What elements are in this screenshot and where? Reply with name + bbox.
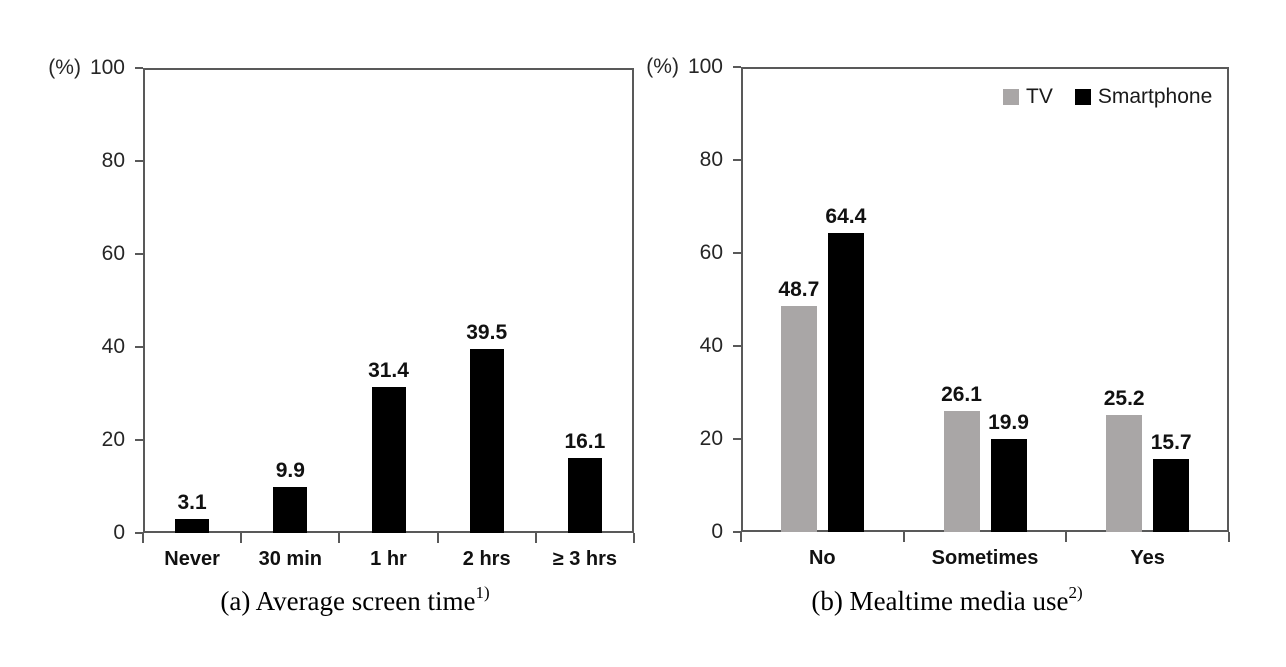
x-axis-tick [740, 532, 742, 542]
bar-value-label: 31.4 [368, 358, 409, 382]
caption-b-superscript: 2) [1068, 583, 1083, 602]
legend-item: TV [1003, 85, 1053, 108]
x-axis-tick [142, 533, 144, 543]
y-axis-tick-label-row: 80 [0, 150, 125, 172]
bar-value-label: 19.9 [988, 411, 1029, 435]
y-axis-tick-label: 0 [113, 521, 125, 544]
y-axis-tick-label-row: 40 [581, 335, 723, 357]
x-axis-tick [902, 532, 905, 542]
bar-value-label: 25.2 [1103, 386, 1145, 410]
bar [371, 386, 406, 533]
y-axis-tick [733, 345, 741, 347]
x-axis-tick [436, 533, 439, 543]
x-axis-tick [1228, 532, 1230, 542]
y-axis-tick-label-row: (%) 100 [581, 56, 723, 78]
caption-a-superscript: 1) [475, 583, 490, 602]
bar-value-label: 16.1 [564, 430, 606, 454]
x-category-label: ≥ 3 hrs [552, 548, 618, 570]
y-axis-tick [733, 531, 741, 533]
y-axis-tick [135, 253, 143, 255]
y-axis-tick-label: 80 [699, 148, 723, 171]
y-axis-tick [135, 67, 143, 69]
x-axis-tick [534, 533, 537, 543]
bar [469, 349, 504, 533]
y-axis-tick-label: 20 [101, 428, 125, 451]
y-axis-tick-label: 60 [699, 241, 723, 264]
y-axis-tick-label: 100 [89, 56, 125, 79]
y-axis-unit-label: (%) [48, 56, 81, 79]
y-axis-tick-label: 40 [699, 334, 723, 357]
y-axis-tick-label-row: 80 [581, 149, 723, 171]
y-axis-tick-label-row: 60 [581, 242, 723, 264]
y-axis-tick-label: 80 [101, 149, 125, 172]
y-axis-tick [135, 439, 143, 441]
x-category-label: Never [164, 548, 220, 570]
bar [1106, 414, 1143, 532]
y-axis-tick-label-row: 20 [581, 428, 723, 450]
x-category-label: Sometimes [931, 547, 1039, 569]
bar-value-label: 9.9 [275, 458, 305, 482]
y-axis-tick-label: 60 [101, 242, 125, 265]
legend-swatch-smartphone-icon [1074, 89, 1091, 105]
legend-swatch-tv-icon [1003, 89, 1019, 105]
y-axis-tick [733, 438, 741, 440]
caption-b-text: (b) Mealtime media use [811, 586, 1069, 616]
y-axis-tick-label-row: (%) 100 [0, 57, 125, 79]
bar-value-label: 48.7 [778, 277, 820, 301]
x-axis-tick [633, 533, 635, 543]
y-axis-tick-label-row: 20 [0, 429, 125, 451]
bar [943, 410, 980, 532]
caption-b: (b) Mealtime media use2) [811, 583, 1083, 617]
bar-value-label: 26.1 [941, 382, 982, 406]
y-axis-tick [733, 252, 741, 254]
x-category-label: 1 hr [370, 548, 407, 570]
caption-a-text: (a) Average screen time [220, 586, 476, 616]
legend-item: Smartphone [1074, 85, 1213, 108]
bar [780, 305, 817, 532]
bar [273, 486, 308, 533]
y-axis-tick [733, 159, 741, 161]
plot-frame-b [741, 67, 1229, 532]
bar-value-label: 39.5 [466, 321, 508, 345]
x-axis-tick [1065, 532, 1068, 542]
y-axis-tick [135, 160, 143, 162]
y-axis-tick-label: 20 [699, 427, 723, 450]
y-axis-tick-label: 40 [101, 335, 125, 358]
y-axis-tick [733, 66, 741, 68]
bar-value-label: 15.7 [1150, 430, 1192, 454]
bar-value-label: 3.1 [177, 490, 207, 514]
y-axis-tick-label-row: 60 [0, 243, 125, 265]
caption-a: (a) Average screen time1) [220, 583, 490, 617]
y-axis-tick-label-row: 40 [0, 336, 125, 358]
y-axis-tick-label-row: 0 [0, 522, 125, 544]
bar [827, 232, 864, 532]
y-axis-tick-label: 100 [687, 55, 723, 78]
y-axis-tick-label: 0 [711, 520, 723, 543]
y-axis-tick [135, 346, 143, 348]
x-axis-tick [240, 533, 243, 543]
legend-label: TV [1026, 85, 1053, 108]
bar [567, 458, 602, 533]
y-axis-unit-label: (%) [646, 55, 679, 78]
x-category-label: Yes [1130, 547, 1165, 569]
legend-label: Smartphone [1097, 85, 1213, 108]
x-category-label: 30 min [258, 548, 322, 570]
y-axis-tick-label-row: 0 [581, 521, 723, 543]
bar-value-label: 64.4 [825, 204, 867, 228]
bar [175, 518, 210, 533]
y-axis-tick [135, 532, 143, 534]
x-category-label: No [808, 547, 836, 569]
bar [1153, 458, 1190, 532]
x-axis-tick [338, 533, 341, 543]
legend: TV Smartphone [1003, 85, 1213, 108]
bar [990, 439, 1027, 532]
x-category-label: 2 hrs [462, 548, 511, 570]
